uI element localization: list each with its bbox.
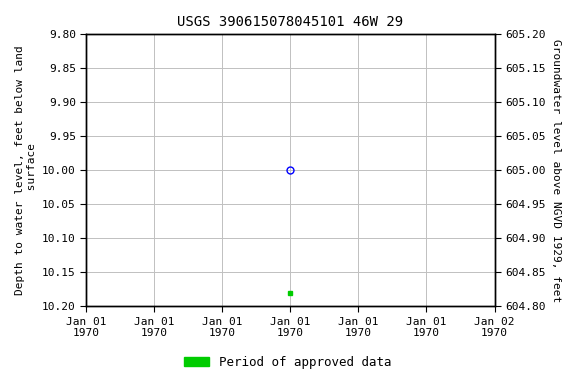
Legend: Period of approved data: Period of approved data (179, 351, 397, 374)
Y-axis label: Groundwater level above NGVD 1929, feet: Groundwater level above NGVD 1929, feet (551, 39, 561, 302)
Title: USGS 390615078045101 46W 29: USGS 390615078045101 46W 29 (177, 15, 403, 29)
Y-axis label: Depth to water level, feet below land
 surface: Depth to water level, feet below land su… (15, 45, 37, 295)
